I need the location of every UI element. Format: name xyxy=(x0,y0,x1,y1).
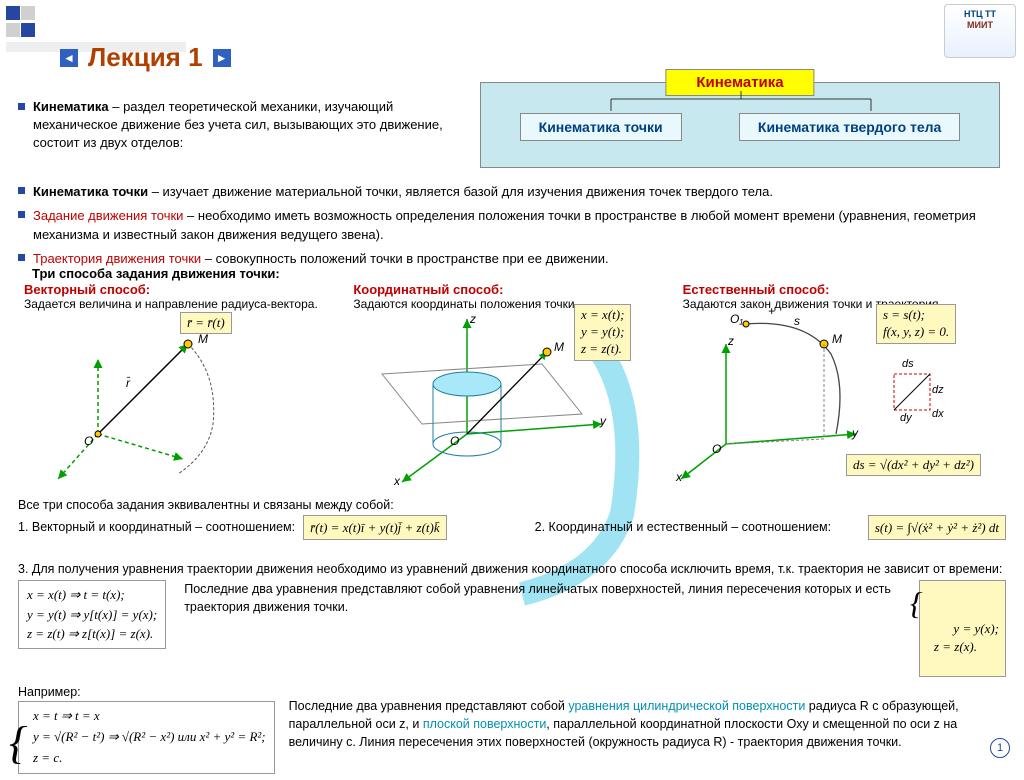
relation-2-text: 2. Координатный и естественный – соотнош… xyxy=(535,518,831,537)
example-eq-c: z = c. xyxy=(33,748,266,769)
label-dz: dz xyxy=(932,384,944,396)
label-dx: dx xyxy=(932,408,944,420)
intro-block: Кинематика – раздел теоретической механи… xyxy=(18,98,478,157)
label-M2: M xyxy=(554,340,564,354)
page-number: 1 xyxy=(990,738,1010,758)
prev-button[interactable]: ◄ xyxy=(60,49,78,67)
para-ruled-surfaces: Последние два уравнения представляют соб… xyxy=(184,580,901,616)
next-button[interactable]: ► xyxy=(213,49,231,67)
eq-brace: y = y(x); z = z(x). xyxy=(934,621,999,654)
def1-term: Кинематика точки xyxy=(33,184,148,199)
relations-intro: Все три способа задания эквивалентны и с… xyxy=(18,496,1006,515)
label-z3: z xyxy=(728,334,734,348)
methods-row: Векторный способ: Задается величина и на… xyxy=(18,282,1006,313)
lecture-header: ◄ Лекция 1 ► xyxy=(60,42,231,73)
relation-1-formula: r̄(t) = x(t)ī + y(t)j̄ + z(t)k̄ xyxy=(303,515,447,541)
label-O3: O xyxy=(712,442,721,456)
label-r: r̄ xyxy=(126,376,130,390)
label-O1: O₁ xyxy=(730,312,743,326)
diagram-coordinate: z y x O M x = x(t); y = y(t); z = z(t). xyxy=(342,314,666,494)
def3-term: Траектория движения точки xyxy=(33,251,201,266)
label-y3: y xyxy=(852,426,858,440)
logo-badge: НТЦ ТТ МИИТ xyxy=(944,4,1016,58)
def1-text: – изучает движение материальной точки, я… xyxy=(148,184,773,199)
definitions-block: Кинематика точки – изучает движение мате… xyxy=(18,182,1006,272)
intro-term: Кинематика xyxy=(33,99,109,114)
label-plus: + xyxy=(768,304,775,318)
label-ds: ds xyxy=(902,358,914,370)
example-eq-b: y = √(R² − t²) ⇒ √(R² − x²) или x² + y² … xyxy=(33,727,266,748)
method-natural: Естественный способ: Задаются закон движ… xyxy=(677,282,1006,313)
label-O2: O xyxy=(450,434,459,448)
relations-block: Все три способа задания эквивалентны и с… xyxy=(18,496,1006,540)
label-M: M xyxy=(198,332,208,346)
label-y2: y xyxy=(600,414,606,428)
topic-hierarchy: Кинематика Кинематика точки Кинематика т… xyxy=(480,82,1000,168)
trajectory-intro: 3. Для получения уравнения траектории дв… xyxy=(18,560,1006,578)
formula-natural-1: s = s(t); f(x, y, z) = 0. xyxy=(876,304,956,344)
trajectory-section: 3. Для получения уравнения траектории дв… xyxy=(18,560,1006,774)
eq-substitution: x = x(t) ⇒ t = t(x); y = y(t) ⇒ y[t(x)] … xyxy=(18,580,166,649)
diagram-row: O M r̄ r̄ = r̄(t) z y x O M x = xyxy=(18,314,1006,494)
label-x2: x xyxy=(394,474,400,488)
def2-term: Задание движения точки xyxy=(33,208,183,223)
label-s: s xyxy=(794,314,800,328)
label-z2: z xyxy=(470,312,476,326)
logo-line2: МИИТ xyxy=(945,20,1015,31)
diagram-natural: O z y x O₁ + s M ds dz dx dy s = s(t); f… xyxy=(666,314,1006,494)
relation-1-text: 1. Векторный и координатный – соотношени… xyxy=(18,518,295,537)
def3-text: – совокупность положений точки в простра… xyxy=(201,251,608,266)
diagram-vector: O M r̄ r̄ = r̄(t) xyxy=(18,314,342,494)
methods-heading: Три способа задания движения точки: xyxy=(32,266,280,281)
para-cylinder: Последние два уравнения представляют соб… xyxy=(289,683,1006,751)
label-M3: M xyxy=(832,332,842,346)
lecture-title: Лекция 1 xyxy=(88,42,203,73)
formula-natural-2: ds = √(dx² + dy² + dz²) xyxy=(846,454,981,476)
method-vector: Векторный способ: Задается величина и на… xyxy=(18,282,347,313)
label-dy: dy xyxy=(900,412,912,424)
logo-line1: НТЦ ТТ xyxy=(945,9,1015,20)
relation-2-formula: s(t) = ∫√(ẋ² + ẏ² + ż²) dt xyxy=(868,515,1006,541)
formula-vector: r̄ = r̄(t) xyxy=(180,312,232,334)
label-x3: x xyxy=(676,470,682,484)
label-O: O xyxy=(84,434,93,448)
example-label: Например: xyxy=(18,683,275,701)
example-eq-a: x = t ⇒ t = x xyxy=(33,706,266,727)
formula-coordinate: x = x(t); y = y(t); z = z(t). xyxy=(574,304,631,361)
